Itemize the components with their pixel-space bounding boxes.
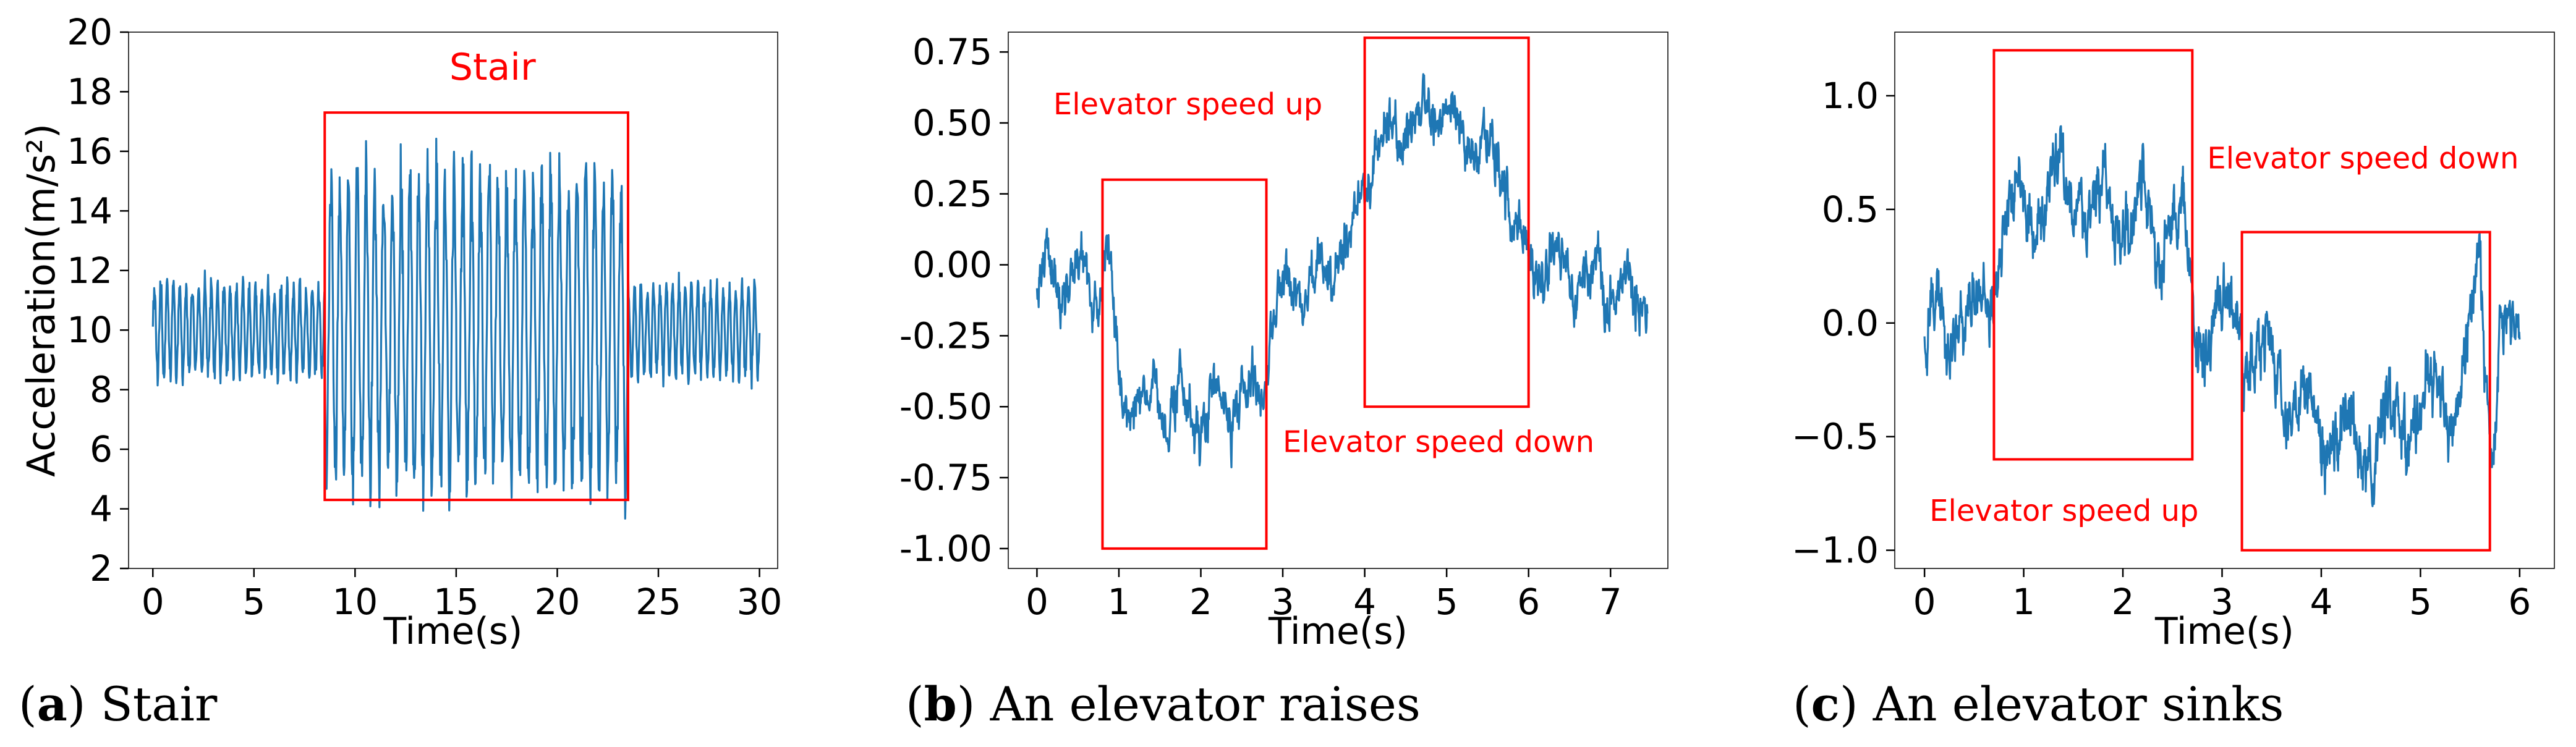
caption-b-letter: b (924, 677, 957, 732)
x-tick-label: 7 (1599, 581, 1622, 623)
x-axis-label: Time(s) (383, 610, 523, 653)
plot-frame (1008, 32, 1668, 569)
x-tick-label: 5 (242, 581, 265, 623)
y-tick-label: -0.50 (899, 386, 992, 428)
x-axis-label: Time(s) (2154, 610, 2294, 653)
annotation-label: Elevator speed up (1053, 87, 1322, 122)
caption-c-letter: c (1811, 677, 1840, 732)
y-tick-label: 18 (67, 70, 113, 112)
x-tick-label: 6 (1517, 581, 1540, 623)
y-tick-label: -0.25 (899, 314, 992, 357)
y-tick-label: 0.5 (1822, 188, 1879, 230)
y-tick-label: 1.0 (1822, 75, 1879, 117)
x-tick-label: 3 (1272, 581, 1294, 623)
y-tick-label: 0.00 (912, 244, 992, 286)
caption-a: (a) Stair (19, 677, 218, 732)
y-tick-label: 2 (90, 547, 113, 589)
y-tick-label: 0.25 (912, 173, 992, 215)
highlight-box (2240, 230, 2491, 552)
x-tick-label: 3 (2211, 581, 2234, 623)
y-tick-label: 8 (90, 369, 113, 411)
annotation-label: Elevator speed up (1929, 494, 2198, 528)
x-tick-label: 5 (1435, 581, 1458, 623)
x-tick-label: 10 (332, 581, 378, 623)
y-tick-label: 14 (67, 190, 113, 232)
x-tick-label: 1 (2012, 581, 2035, 623)
x-tick-label: 0 (1913, 581, 1936, 623)
y-tick-label: 0.50 (912, 102, 992, 144)
chart-0: 0 5 10 15 20 25 30 2 4 6 8 10 12 14 16 18 20 Time(s) Accel… (19, 11, 782, 653)
caption-a-text: Stair (100, 677, 218, 732)
x-tick-label: 6 (2508, 581, 2531, 623)
series-line (1035, 73, 1649, 468)
series-line (151, 137, 761, 520)
x-tick-label: 5 (2409, 581, 2432, 623)
y-tick-label: 0.75 (912, 31, 992, 73)
x-tick-label: 25 (635, 581, 681, 623)
caption-b-text: An elevator raises (990, 677, 1421, 732)
x-tick-label: 2 (1189, 581, 1212, 623)
highlight-box (323, 111, 629, 502)
x-tick-label: 0 (142, 581, 164, 623)
x-tick-label: 20 (535, 581, 580, 623)
highlight-box (1101, 178, 1268, 550)
caption-c-text: An elevator sinks (1872, 677, 2284, 732)
y-tick-label: 4 (90, 488, 113, 530)
annotation-label: Elevator speed down (2207, 141, 2519, 176)
plot-frame (1894, 32, 2555, 569)
annotation-label: Elevator speed down (1283, 425, 1594, 460)
x-tick-label: 0 (1026, 581, 1048, 623)
x-tick-label: 4 (1353, 581, 1376, 623)
highlight-box (1363, 36, 1530, 408)
highlight-box (1992, 49, 2194, 461)
x-tick-label: 4 (2310, 581, 2332, 623)
y-tick-label: 10 (67, 309, 113, 351)
caption-b: (b) An elevator raises (906, 677, 1421, 732)
y-tick-label: −1.0 (1792, 530, 1879, 572)
annotation-label: Stair (449, 46, 536, 89)
caption-a-letter: a (36, 677, 67, 732)
x-axis-label: Time(s) (1268, 610, 1408, 653)
x-tick-label: 2 (2112, 581, 2135, 623)
y-tick-label: 6 (90, 428, 113, 470)
y-tick-label: −0.5 (1792, 416, 1879, 458)
y-tick-label: 16 (67, 130, 113, 172)
x-tick-label: 1 (1107, 581, 1130, 623)
y-tick-label: -1.00 (899, 528, 992, 570)
caption-c: (c) An elevator sinks (1793, 677, 2284, 732)
series-line (1923, 125, 2521, 507)
y-tick-label: 20 (67, 11, 113, 53)
y-axis-label: Acceleration(m/s²) (19, 124, 64, 477)
plot-frame (128, 32, 778, 569)
chart-2: 0 1 2 3 4 5 6 −1.0 −0.5 0.0 0.5 1.0 Time(s) Elevator … (1792, 32, 2555, 653)
y-tick-label: -0.75 (899, 457, 992, 499)
chart-1: 0 1 2 3 4 5 6 7 -1.00 -0.75 -0.50 -0.25 0.00 0.25 0.50… (899, 31, 1668, 653)
x-tick-label: 30 (737, 581, 783, 623)
x-tick-label: 15 (433, 581, 479, 623)
y-tick-label: 0.0 (1822, 302, 1879, 344)
y-tick-label: 12 (67, 250, 113, 292)
